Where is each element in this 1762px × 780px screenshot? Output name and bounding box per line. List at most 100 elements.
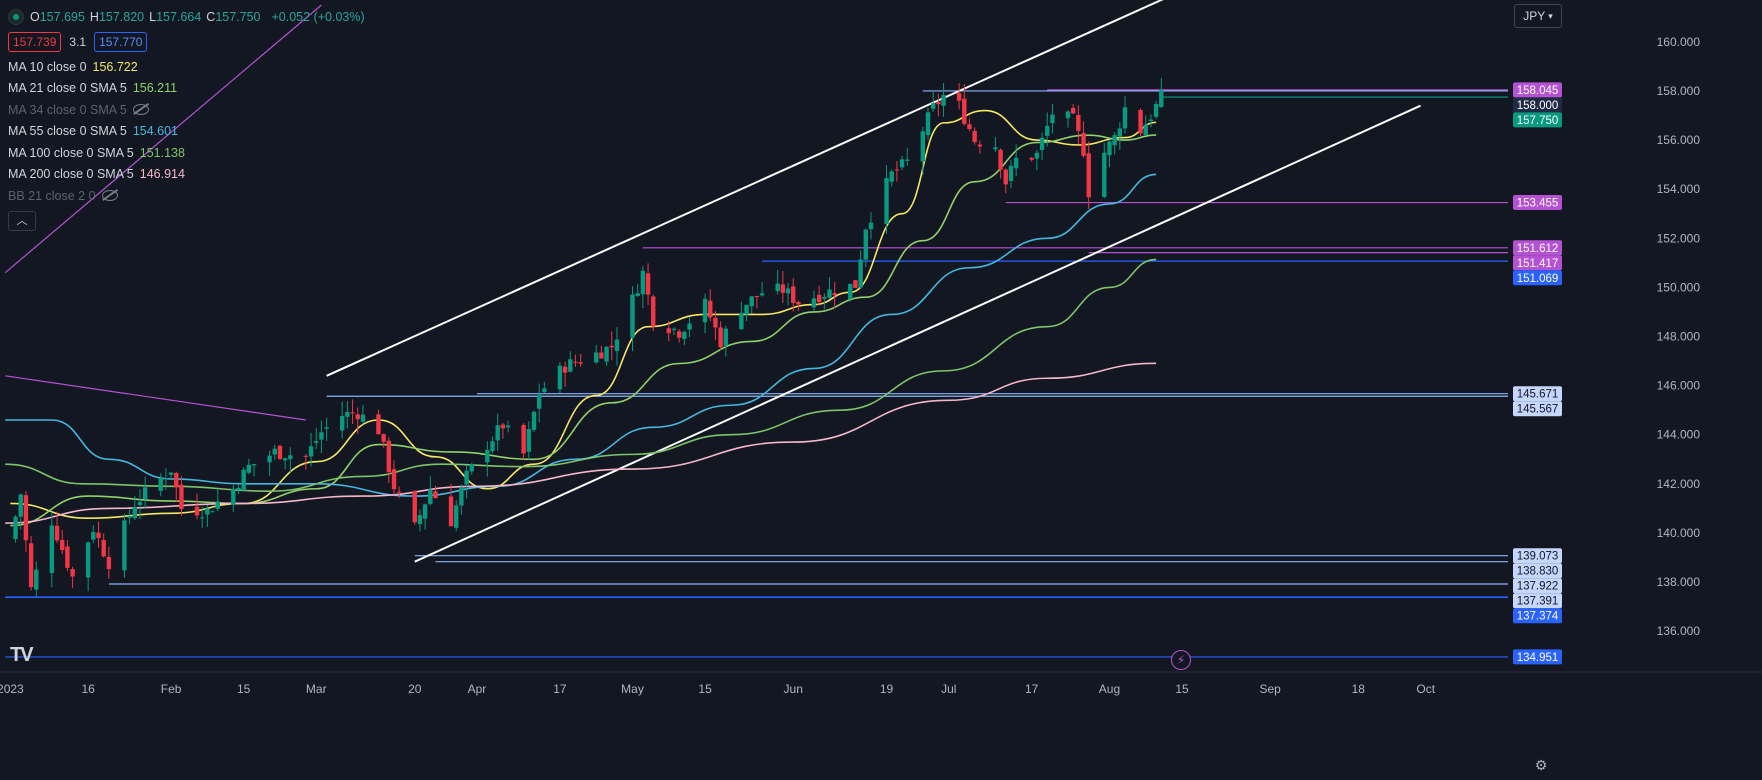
tradingview-logo: TV [10, 644, 34, 666]
candle-body [1117, 128, 1123, 137]
indicator-row[interactable]: MA 100 close 0 SMA 5 151.138 [8, 142, 365, 164]
candle-body [796, 301, 801, 305]
candle-body [350, 412, 355, 414]
candle-body [122, 520, 127, 571]
price-tick-label: 152.000 [1657, 231, 1701, 245]
candle-body [816, 294, 822, 303]
trendline-purple-decline[interactable] [5, 375, 306, 421]
gear-icon[interactable]: ⚙ [1534, 757, 1548, 773]
indicator-row[interactable]: MA 21 close 0 SMA 5 156.211 [8, 78, 365, 100]
candle-body [464, 470, 469, 485]
candle-body [396, 491, 402, 493]
buy-price-button[interactable]: 157.770 [94, 32, 148, 52]
eye-hidden-icon[interactable] [101, 190, 118, 202]
indicator-row[interactable]: MA 34 close 0 SMA 5 [8, 99, 365, 121]
time-tick-label: 17 [553, 682, 567, 696]
time-axis-panel [0, 672, 1762, 780]
indicator-value: 156.722 [92, 59, 138, 74]
candle-body [791, 286, 796, 303]
trendline-channel-upper[interactable] [326, 0, 1167, 377]
price-tick-label: 136.000 [1657, 624, 1701, 638]
candle-body [651, 296, 656, 327]
indicator-row[interactable]: MA 200 close 0 SMA 5 146.914 [8, 164, 365, 186]
lightning-icon[interactable]: ⚡ [1171, 650, 1191, 670]
candle-body [282, 458, 288, 461]
ohlc-value: 157.664 [156, 10, 202, 24]
chevron-down-icon: ▾ [1548, 10, 1553, 21]
candle-body [645, 273, 651, 295]
indicator-value: 151.138 [139, 145, 185, 160]
candle-body [324, 427, 329, 429]
price-tick-label: 156.000 [1657, 133, 1701, 147]
time-tick-label: 19 [880, 682, 894, 696]
eye-hidden-icon[interactable] [132, 104, 149, 116]
candle-body [676, 331, 682, 338]
candle-body [853, 280, 858, 288]
candle-body [355, 414, 360, 420]
indicator-value: 146.914 [139, 167, 185, 182]
trendline-purple-resistance[interactable] [4, 4, 322, 274]
price-tick-label: 144.000 [1657, 428, 1701, 442]
candle-body [832, 293, 837, 296]
indicator-value: 154.601 [132, 124, 178, 139]
candle-body [1039, 137, 1045, 151]
time-tick-label: 17 [1025, 682, 1039, 696]
candle-body [604, 347, 609, 362]
candle-body [1003, 169, 1008, 185]
currency-selector[interactable]: JPY ▾ [1514, 4, 1562, 28]
price-label-bg [1513, 386, 1562, 402]
candle-body [28, 543, 34, 588]
candle-body [1086, 153, 1091, 198]
candle-body [381, 434, 386, 442]
candle-body [780, 284, 786, 293]
candle-body [1029, 157, 1034, 160]
trendline-channel-lower[interactable] [414, 104, 1421, 563]
candle-body [1122, 107, 1128, 129]
candle-body [1050, 114, 1055, 124]
candle-body [70, 569, 75, 577]
currency-value: JPY [1523, 9, 1546, 23]
candle-body [13, 516, 18, 540]
price-tick-label: 150.000 [1657, 280, 1701, 294]
candle-body [899, 159, 905, 168]
candle-body [573, 361, 578, 363]
indicator-label: MA 10 close 0 [8, 59, 87, 74]
candle-body [568, 359, 573, 372]
candle-body [848, 283, 853, 299]
price-label: 137.391 [1517, 596, 1559, 608]
candle-body [1008, 165, 1014, 181]
time-tick-label: 20 [408, 682, 422, 696]
candle-body [889, 171, 894, 182]
ohlc-key: H [89, 10, 99, 24]
candle-body [65, 546, 70, 568]
ohlc-key: L [149, 10, 157, 24]
indicator-label: MA 21 close 0 SMA 5 [8, 81, 127, 96]
candle-body [308, 446, 314, 457]
indicator-row[interactable]: MA 10 close 0 156.722 [8, 56, 365, 78]
candle-body [142, 487, 148, 500]
price-label-bg [1513, 97, 1562, 113]
candle-body [671, 328, 677, 330]
candle-body [199, 517, 205, 519]
candle-body [236, 487, 241, 490]
candle-body [1065, 111, 1071, 119]
sell-price-button[interactable]: 157.739 [8, 32, 62, 52]
price-label-bg [1513, 548, 1562, 564]
candle-body [417, 515, 423, 525]
candle-body [759, 293, 765, 296]
indicator-row[interactable]: BB 21 close 2 0 [8, 185, 365, 207]
collapse-legend-button[interactable]: ︿ [8, 210, 36, 231]
time-tick-label: 2023 [0, 682, 24, 696]
candle-body [163, 478, 169, 480]
candle-body [303, 455, 309, 457]
indicator-row[interactable]: MA 55 close 0 SMA 5 154.601 [8, 121, 365, 143]
candle-body [956, 93, 962, 101]
candle-body [713, 317, 718, 328]
candle-body [412, 491, 417, 523]
indicator-label: BB 21 close 2 0 [8, 188, 96, 203]
candle-body [500, 424, 506, 429]
candle-body [386, 440, 392, 473]
price-tick-label: 142.000 [1657, 477, 1701, 491]
price-label: 137.374 [1517, 611, 1559, 623]
